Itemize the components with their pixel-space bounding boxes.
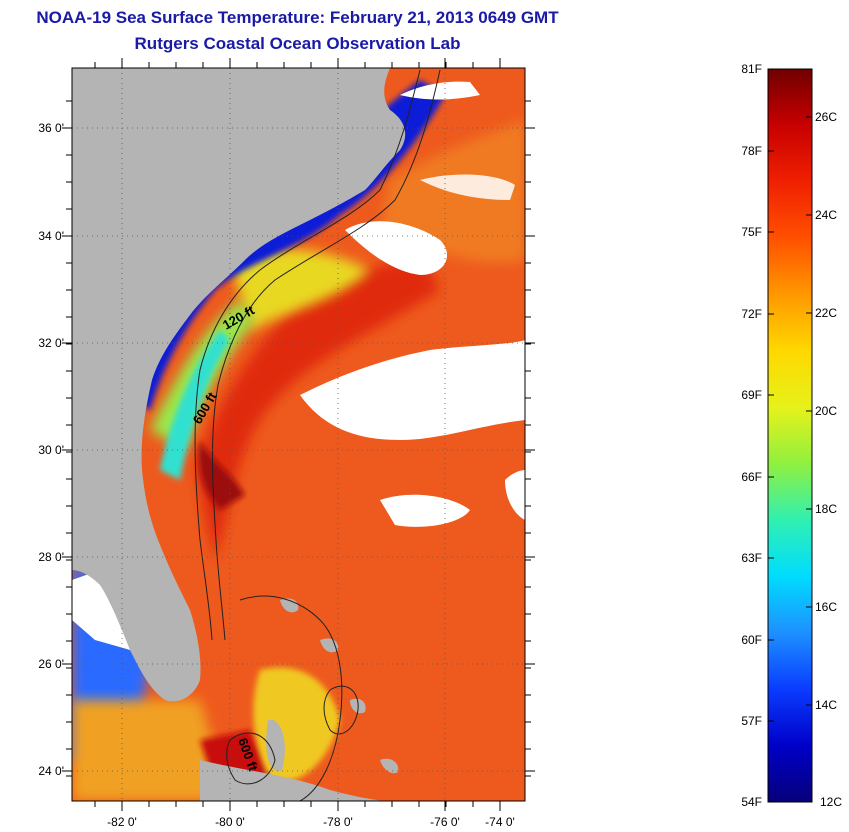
lon-label: -78 0': [323, 815, 353, 829]
contour-bahamas: [239, 595, 343, 801]
colorbar-f-label: 63F: [741, 551, 762, 565]
lat-label: 26 0': [38, 657, 64, 671]
lat-label: 36 0': [38, 121, 64, 135]
colorbar-ticks: [768, 68, 812, 803]
colorbar-c-label: 16C: [815, 600, 837, 614]
cloud-patch: [505, 470, 525, 520]
colorbar-f-label: 54F: [741, 795, 762, 809]
hot-spot: [198, 440, 245, 510]
lat-label: 34 0': [38, 229, 64, 243]
colorbar: [767, 68, 813, 803]
keys-warm: [72, 700, 230, 801]
island: [266, 719, 285, 771]
contour-bahamas: [323, 685, 359, 735]
lat-label: 24 0': [38, 764, 64, 778]
lat-label: 32 0': [38, 336, 64, 350]
colorbar-f-label: 69F: [741, 388, 762, 402]
colorbar-f-label: 81F: [741, 62, 762, 76]
colorbar-f-label: 57F: [741, 714, 762, 728]
contour-bahamas: [226, 732, 276, 785]
contour-600ft: [212, 69, 441, 641]
gulf-stream-core: [195, 250, 440, 560]
cloud-patch: [400, 81, 480, 100]
colorbar-f-label: 78F: [741, 144, 762, 158]
map-ticks: [62, 58, 535, 811]
land-mass: [72, 68, 406, 702]
lon-label: -80 0': [215, 815, 245, 829]
lat-label: 30 0': [38, 443, 64, 457]
cloud-patch: [345, 221, 448, 275]
cloud-patch: [420, 174, 515, 200]
yellow-band: [230, 249, 370, 330]
lon-label: -76 0': [430, 815, 460, 829]
colorbar-c-label: 24C: [815, 208, 837, 222]
sst-image: [72, 68, 525, 801]
colorbar-c-label: 18C: [815, 502, 837, 516]
contour-120ft: [194, 69, 421, 641]
colorbar-f-label: 60F: [741, 633, 762, 647]
lat-label: 28 0': [38, 550, 64, 564]
lon-label: -74 0': [485, 815, 515, 829]
cyan-band: [160, 330, 230, 480]
map-title: NOAA-19 Sea Surface Temperature: Februar…: [36, 8, 559, 27]
colorbar-c-label: 20C: [815, 404, 837, 418]
cloud-patch: [380, 494, 470, 527]
colorbar-f-label: 72F: [741, 307, 762, 321]
map-grid: [72, 68, 525, 801]
colorbar-c-label: 12C: [820, 795, 842, 809]
colorbar-f-label: 75F: [741, 225, 762, 239]
map-subtitle: Rutgers Coastal Ocean Observation Lab: [134, 34, 461, 53]
lon-label: -82 0': [107, 815, 137, 829]
colorbar-c-label: 22C: [815, 306, 837, 320]
map-frame: [71, 67, 526, 802]
colorbar-f-label: 66F: [741, 470, 762, 484]
island: [380, 758, 399, 774]
colorbar-c-label: 14C: [815, 698, 837, 712]
colorbar-c-label: 26C: [815, 110, 837, 124]
cloud-patch: [300, 340, 525, 440]
cuba-land: [200, 760, 390, 801]
